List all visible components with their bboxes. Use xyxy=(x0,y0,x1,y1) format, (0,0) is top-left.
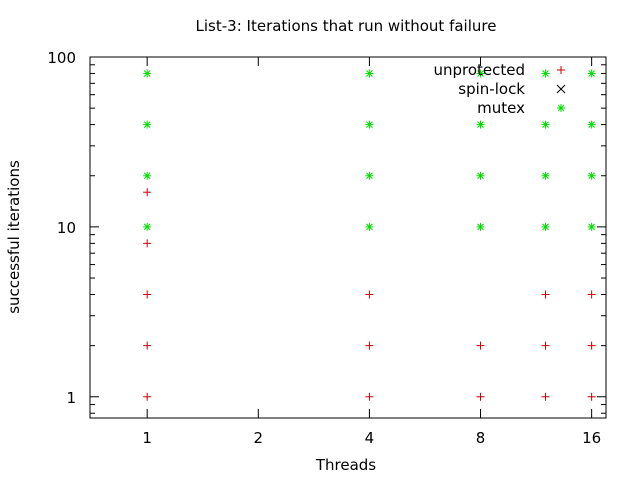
data-point-unprotected xyxy=(365,290,374,299)
data-point-unprotected xyxy=(587,290,596,299)
data-point-unprotected xyxy=(143,290,152,299)
data-point-mutex xyxy=(143,171,152,180)
axis-ticks: 1 2 4 8 16 1 10 100 xyxy=(47,49,606,447)
data-point-mutex xyxy=(143,69,152,78)
plot-frame xyxy=(89,56,607,419)
y-tick-label: 10 xyxy=(57,219,76,237)
data-point-unprotected xyxy=(365,341,374,350)
legend-marker-unprotected xyxy=(557,66,565,74)
data-point-unprotected xyxy=(143,341,152,350)
data-point-mutex xyxy=(476,222,485,231)
x-tick-label: 16 xyxy=(582,429,601,447)
data-point-unprotected xyxy=(587,392,596,401)
x-tick-label: 4 xyxy=(365,429,375,447)
data-point-mutex xyxy=(365,120,374,129)
data-point-unprotected xyxy=(541,341,550,350)
y-tick-label: 100 xyxy=(47,49,76,67)
data-point-unprotected xyxy=(541,392,550,401)
data-point-unprotected xyxy=(143,239,152,248)
data-point-mutex xyxy=(476,69,485,78)
data-point-unprotected xyxy=(587,341,596,350)
legend-label: mutex xyxy=(477,99,525,117)
x-tick-label: 2 xyxy=(254,429,264,447)
data-points xyxy=(143,69,596,401)
data-point-mutex xyxy=(541,69,550,78)
legend-marker-spin-lock xyxy=(556,84,566,94)
data-point-mutex xyxy=(587,120,596,129)
legend-marker-mutex xyxy=(557,104,565,112)
data-point-mutex xyxy=(476,171,485,180)
y-axis-label: successful iterations xyxy=(5,160,23,314)
data-point-mutex xyxy=(365,69,374,78)
legend-label: unprotected xyxy=(433,61,525,79)
chart-title: List-3: Iterations that run without fail… xyxy=(196,17,497,35)
data-point-mutex xyxy=(365,222,374,231)
data-point-unprotected xyxy=(541,290,550,299)
data-point-unprotected xyxy=(143,392,152,401)
data-point-mutex xyxy=(587,69,596,78)
data-point-unprotected xyxy=(365,392,374,401)
data-point-mutex xyxy=(143,222,152,231)
data-point-mutex xyxy=(541,171,550,180)
legend-label: spin-lock xyxy=(458,80,525,98)
data-point-unprotected xyxy=(476,392,485,401)
data-point-unprotected xyxy=(143,188,152,197)
data-point-unprotected xyxy=(476,341,485,350)
data-point-mutex xyxy=(587,171,596,180)
data-point-mutex xyxy=(587,222,596,231)
data-point-mutex xyxy=(365,171,374,180)
data-point-mutex xyxy=(476,120,485,129)
data-point-mutex xyxy=(541,222,550,231)
x-axis-label: Threads xyxy=(315,456,376,474)
x-tick-label: 1 xyxy=(142,429,152,447)
x-tick-label: 8 xyxy=(476,429,486,447)
data-point-mutex xyxy=(143,120,152,129)
y-tick-label: 1 xyxy=(66,389,76,407)
data-point-mutex xyxy=(541,120,550,129)
